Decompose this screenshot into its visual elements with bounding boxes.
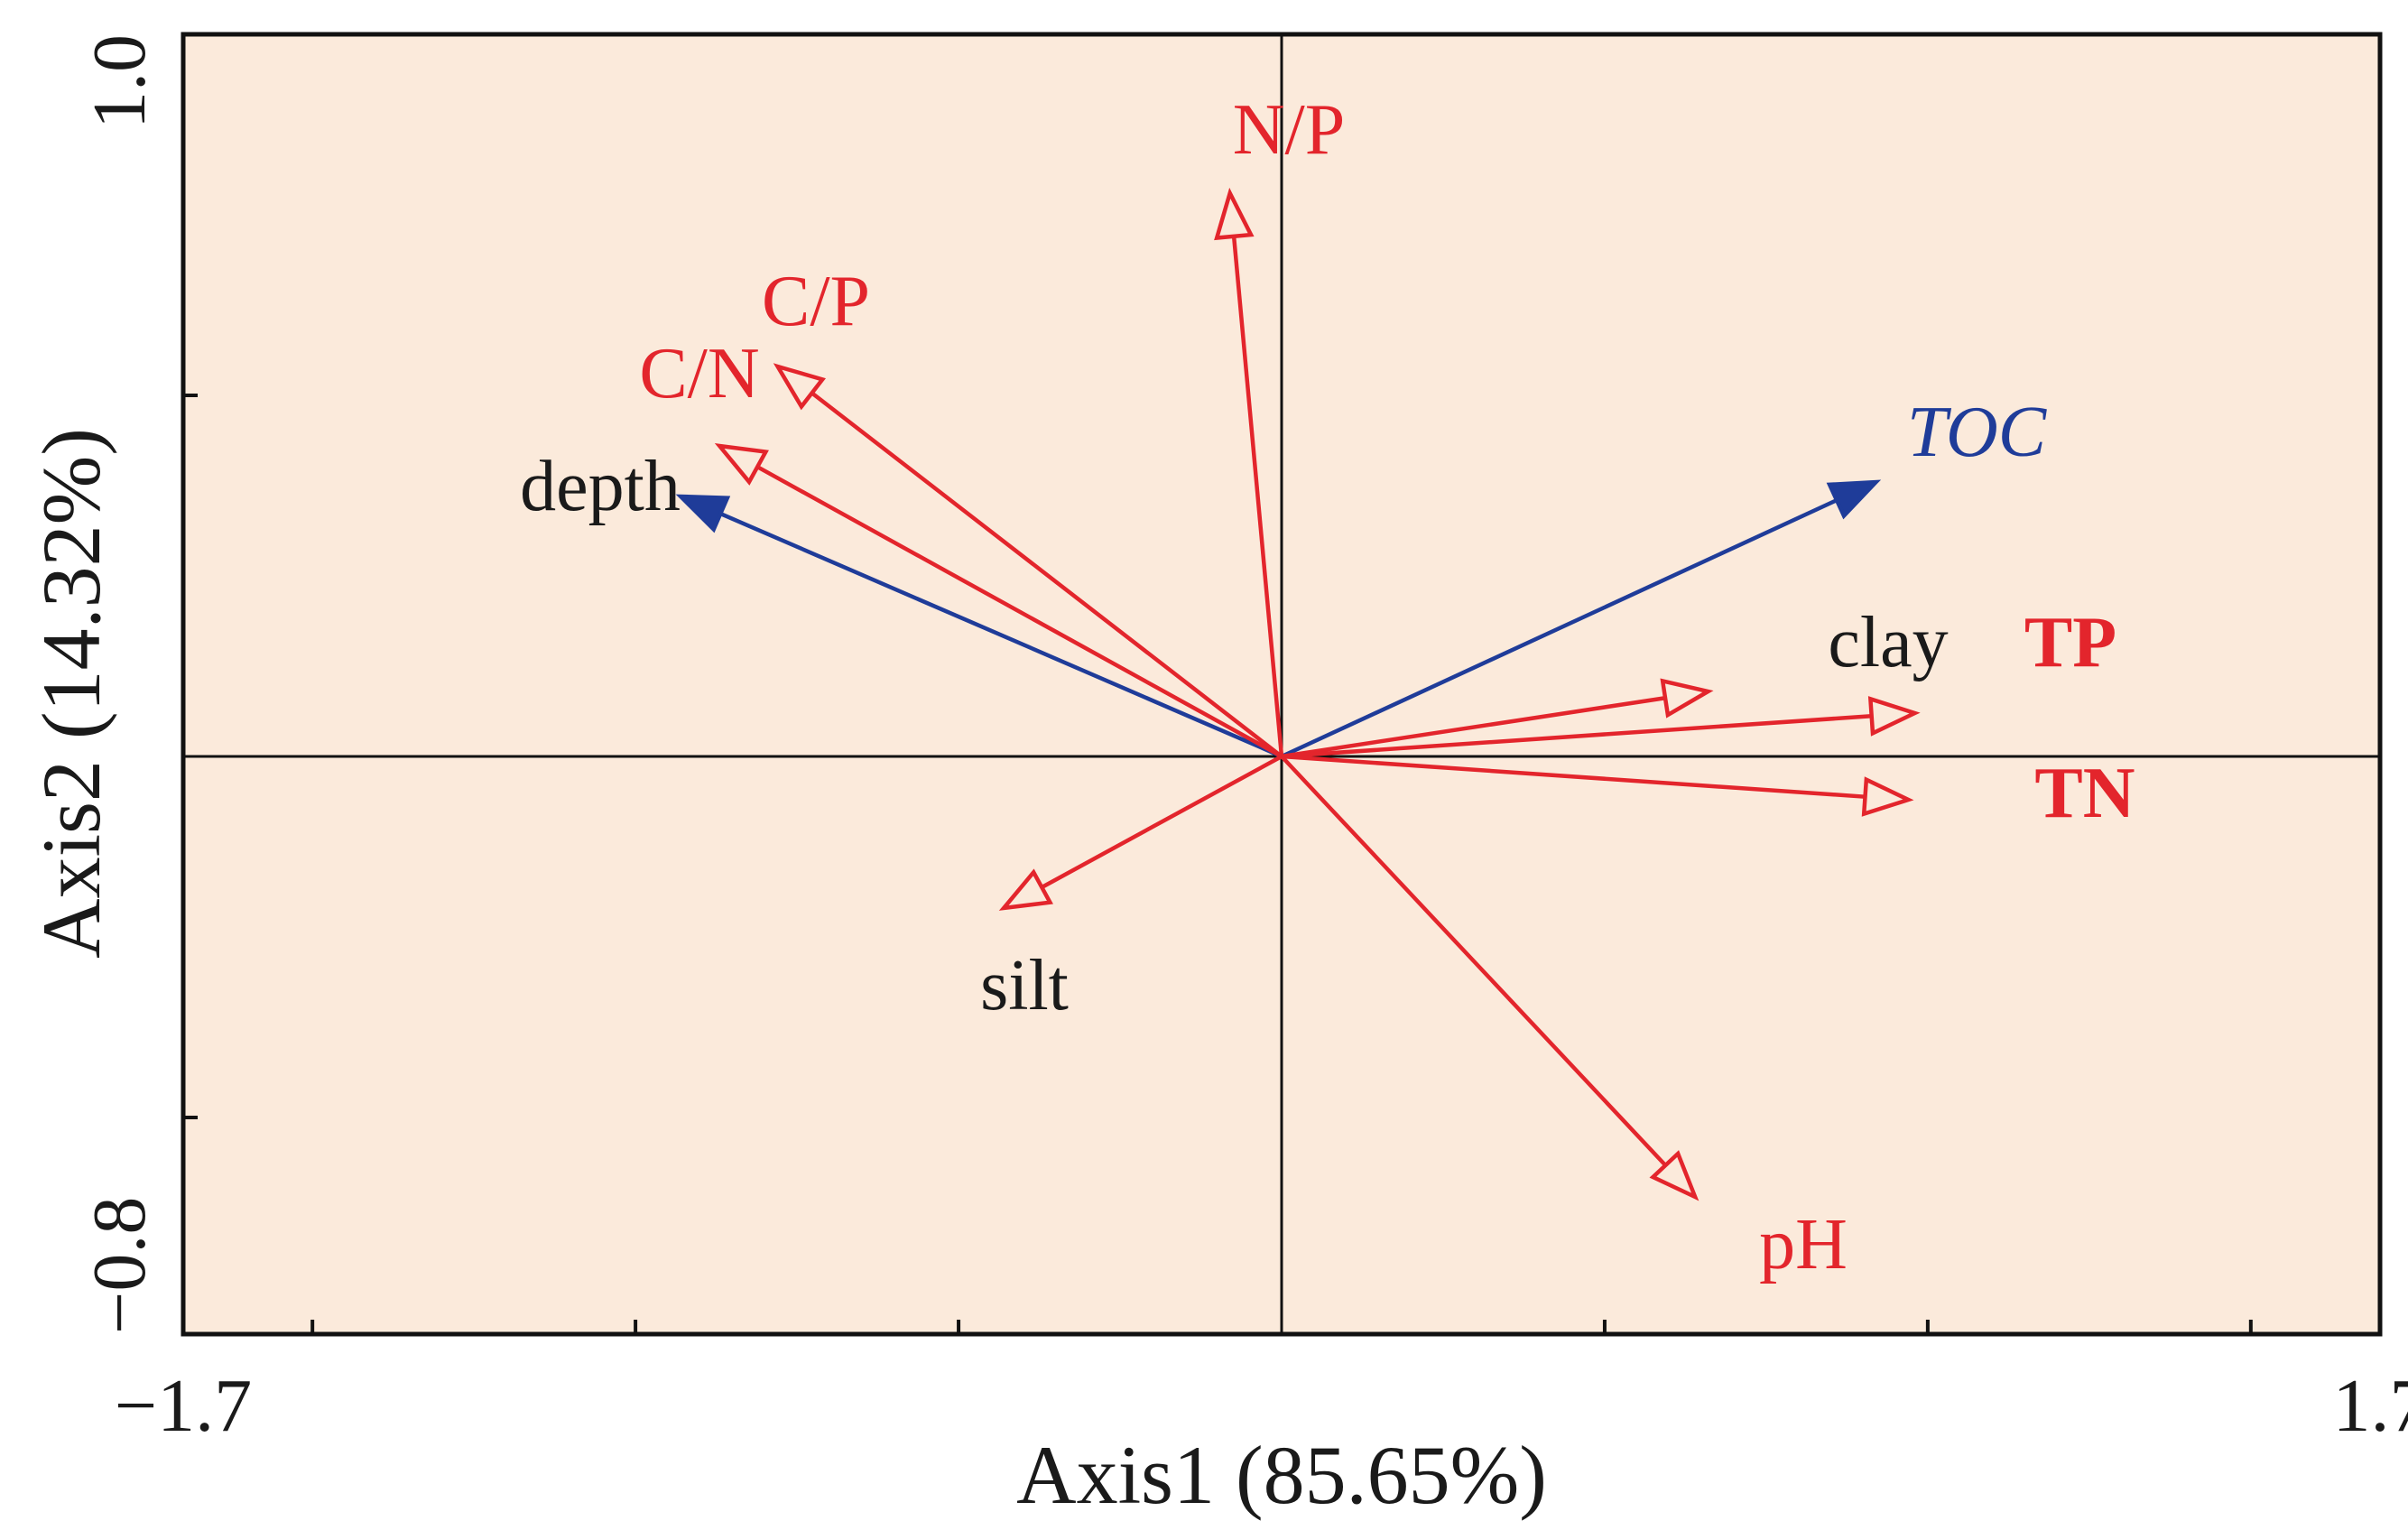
vector-arrows <box>675 187 1921 1201</box>
vector-arrowhead-tp <box>1867 696 1921 737</box>
vector-arrowhead-clay <box>1660 678 1714 719</box>
vector-arrowhead-c-p <box>773 363 827 411</box>
vector-line-c-p <box>810 391 1283 758</box>
vector-line-silt <box>1041 755 1283 889</box>
vector-label-silt: silt <box>980 946 1069 1025</box>
vector-label-tn: TN <box>2034 754 2135 833</box>
vector-label-depth: depth <box>520 447 681 526</box>
x-tick-label: −1.7 <box>115 1364 252 1448</box>
y-tick-label: −0.8 <box>78 1197 162 1334</box>
vector-line-ph <box>1280 755 1667 1167</box>
vector-line-clay <box>1281 696 1666 759</box>
vector-line-depth <box>719 511 1283 759</box>
plot-frame <box>181 32 2383 1337</box>
y-tick-label: 1.0 <box>78 34 162 129</box>
vector-arrowhead-n-p <box>1214 187 1255 241</box>
vector-line-tp <box>1281 714 1872 759</box>
x-axis-title: Axis1 (85.65%) <box>1016 1429 1547 1521</box>
vector-label-n-p: N/P <box>1233 90 1346 170</box>
vector-label-tp: TP <box>2024 603 2116 682</box>
vector-line-toc <box>1281 498 1838 759</box>
vector-labels: TOC depth N/P C/PC/N clay TP TN silt pH <box>520 90 2135 1284</box>
axis-ticks <box>181 32 2382 1336</box>
vector-label-c-n: C/N <box>639 334 759 413</box>
vector-arrowhead-tn <box>1861 776 1914 817</box>
x-tick-label: 1.7 <box>2333 1364 2408 1448</box>
vector-arrowhead-c-n <box>714 443 769 486</box>
vector-arrowhead-ph <box>1649 1150 1699 1201</box>
tick-labels: −1.7 1.7 1.0 −0.8 <box>78 34 2408 1448</box>
vector-line-n-p <box>1231 236 1284 757</box>
vector-label-ph: pH <box>1759 1205 1848 1284</box>
vector-arrowhead-depth <box>675 494 731 533</box>
vector-label-clay: clay <box>1828 603 1948 682</box>
vector-arrowhead-toc <box>1826 479 1882 520</box>
vector-label-c-p: C/P <box>762 262 870 341</box>
y-axis-title: Axis2 (14.32%) <box>25 428 117 959</box>
vector-line-tn <box>1281 754 1866 799</box>
vector-line-c-n <box>756 465 1283 758</box>
vector-arrowhead-silt <box>998 868 1053 911</box>
vector-label-toc: TOC <box>1907 393 2048 472</box>
